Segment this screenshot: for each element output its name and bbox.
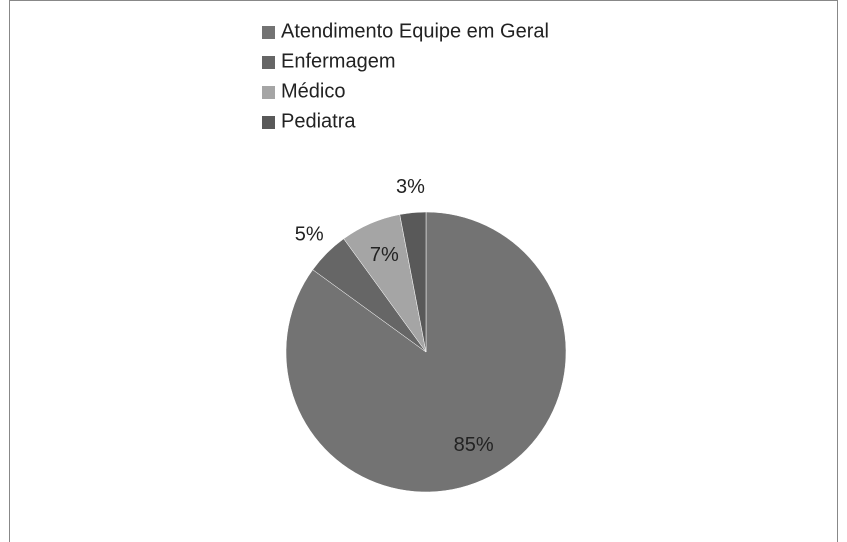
data-label: 7% — [370, 244, 399, 266]
legend-swatch — [262, 86, 275, 99]
legend-label: Médico — [281, 80, 345, 102]
legend-swatch — [262, 26, 275, 39]
legend-label: Atendimento Equipe em Geral — [281, 20, 549, 42]
legend-label: Pediatra — [281, 110, 356, 132]
data-label: 85% — [454, 434, 494, 456]
data-label: 3% — [396, 176, 425, 198]
pie-slice — [399, 211, 427, 353]
legend-swatch — [262, 56, 275, 69]
data-label: 5% — [295, 223, 324, 245]
legend-swatch — [262, 116, 275, 129]
legend-label: Enfermagem — [281, 50, 396, 72]
